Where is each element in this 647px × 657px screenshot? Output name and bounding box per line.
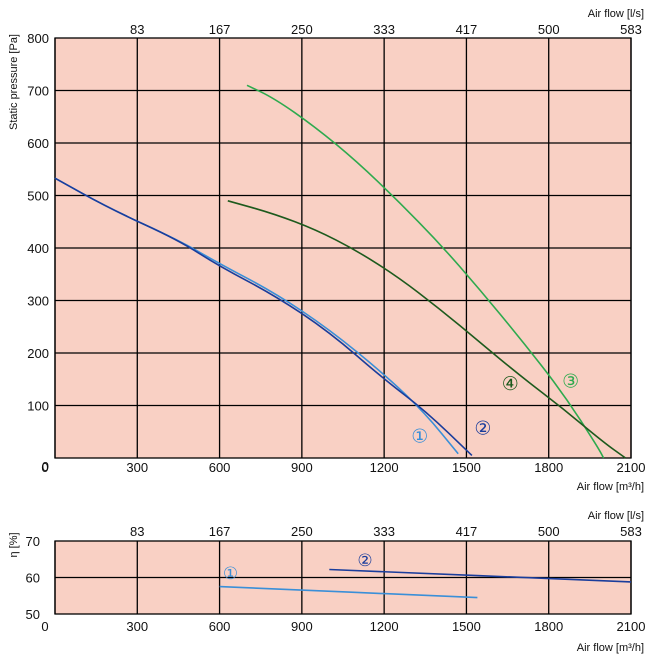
pressure-tick-labels: 0 300 600 900 1200 1500 1800 2100 83 167 250 333 417… — [27, 22, 645, 475]
efficiency-curve-2 — [329, 568, 632, 583]
efficiency-curve-label-1: ① — [223, 564, 238, 584]
efficiency-x-tick-label: 0 — [41, 619, 48, 634]
pressure-y-tick-label: 500 — [27, 189, 49, 204]
pressure-curve-label-2: ② — [474, 418, 491, 440]
pressure-curve-label-4: ④ — [502, 373, 519, 395]
pressure-curve-4 — [227, 200, 626, 459]
efficiency-x-top-tick-label: 417 — [456, 524, 478, 539]
pressure-x-tick-label: 2100 — [617, 460, 646, 475]
efficiency-x-tick-label: 2100 — [617, 619, 646, 634]
pressure-y-tick-label: 800 — [27, 31, 49, 46]
pressure-top-axis-title: Air flow [l/s] — [588, 8, 644, 20]
pressure-x-top-tick-label: 167 — [209, 22, 231, 37]
pressure-y-axis-title: Static pressure [Pa] — [8, 34, 20, 130]
pressure-x-tick-label: 1200 — [370, 460, 399, 475]
pressure-x-top-tick-label: 583 — [620, 22, 642, 37]
efficiency-top-axis-title: Air flow [l/s] — [588, 510, 644, 522]
efficiency-x-top-tick-label: 83 — [130, 524, 144, 539]
pressure-curve-3 — [246, 84, 605, 459]
efficiency-curve-label-2: ② — [357, 551, 372, 571]
pressure-chart: ① ② ③ ④ 0 300 600 900 1200 1500 1800 2100 83 167 250 3… — [8, 8, 645, 493]
pressure-curve-label-3: ③ — [562, 370, 579, 392]
pressure-x-top-tick-label: 83 — [130, 22, 144, 37]
efficiency-x-top-tick-label: 167 — [209, 524, 231, 539]
efficiency-plot-frame — [54, 540, 632, 615]
efficiency-y-tick-label: 60 — [26, 571, 40, 586]
pressure-bottom-axis-title: Air flow [m³/h] — [577, 481, 644, 493]
pressure-y-tick-label: 600 — [27, 136, 49, 151]
efficiency-x-tick-label: 1800 — [534, 619, 563, 634]
efficiency-x-top-tick-label: 500 — [538, 524, 560, 539]
efficiency-y-axis-title: η [%] — [8, 532, 20, 557]
pressure-curve-2 — [54, 177, 473, 456]
pressure-x-top-tick-label: 417 — [456, 22, 478, 37]
pressure-x-tick-label: 0 — [41, 460, 48, 475]
pressure-x-tick-label: 1800 — [534, 460, 563, 475]
pressure-y-tick-label: 200 — [27, 346, 49, 361]
efficiency-x-tick-label: 300 — [126, 619, 148, 634]
efficiency-curves: ①② — [219, 551, 632, 599]
efficiency-bottom-axis-title: Air flow [m³/h] — [577, 642, 644, 654]
pressure-curve-label-1: ① — [411, 426, 428, 448]
pressure-x-tick-label: 600 — [209, 460, 231, 475]
pressure-x-top-tick-label: 333 — [373, 22, 395, 37]
efficiency-x-top-tick-label: 250 — [291, 524, 313, 539]
pressure-plot-frame — [54, 37, 632, 459]
efficiency-x-top-tick-label: 583 — [620, 524, 642, 539]
pressure-x-tick-label: 1500 — [452, 460, 481, 475]
pressure-y-tick-label: 300 — [27, 294, 49, 309]
efficiency-y-tick-label: 50 — [26, 607, 40, 622]
efficiency-curve-1 — [219, 585, 478, 599]
pressure-y-tick-label: 400 — [27, 241, 49, 256]
efficiency-x-tick-label: 1200 — [370, 619, 399, 634]
efficiency-x-tick-label: 600 — [209, 619, 231, 634]
pressure-x-top-tick-label: 250 — [291, 22, 313, 37]
pressure-y-tick-label: 100 — [27, 399, 49, 414]
efficiency-y-tick-label: 70 — [26, 534, 40, 549]
efficiency-x-tick-label: 1500 — [452, 619, 481, 634]
pressure-y-tick-label: 700 — [27, 84, 49, 99]
pressure-x-tick-label: 900 — [291, 460, 313, 475]
efficiency-x-tick-label: 900 — [291, 619, 313, 634]
pressure-x-tick-label: 300 — [126, 460, 148, 475]
pressure-curves: ① ② ③ ④ — [54, 84, 626, 459]
pressure-x-top-tick-label: 500 — [538, 22, 560, 37]
efficiency-x-top-tick-label: 333 — [373, 524, 395, 539]
efficiency-tick-labels: 0 300 600 900 1200 1500 1800 2100 83 167 250 333 417… — [26, 524, 646, 634]
pressure-y-tick-label: 0 — [42, 459, 49, 474]
